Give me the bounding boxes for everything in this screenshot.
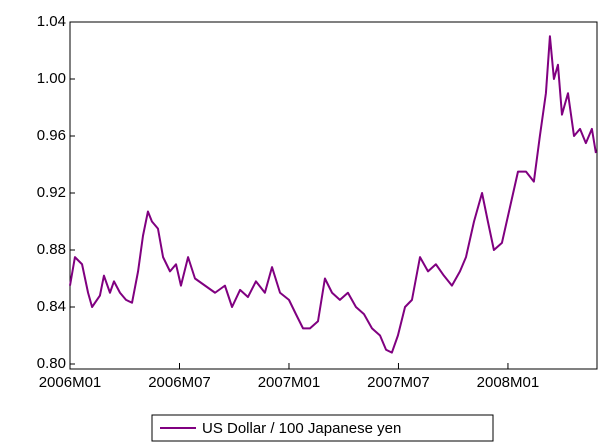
x-tick-label: 2007M07 (367, 374, 430, 391)
y-tick-label: 1.00 (37, 70, 66, 87)
y-tick-label: 1.04 (37, 13, 66, 30)
y-tick-label: 0.84 (37, 298, 66, 315)
legend-label: US Dollar / 100 Japanese yen (202, 420, 401, 437)
y-tick-label: 0.88 (37, 241, 66, 258)
x-tick-label: 2006M07 (148, 374, 211, 391)
y-tick-label: 0.96 (37, 127, 66, 144)
legend-box (151, 414, 494, 442)
x-tick-label: 2006M01 (39, 374, 102, 391)
plot-frame (69, 21, 598, 370)
y-tick-label: 0.80 (37, 355, 66, 372)
x-tick-label: 2008M01 (477, 374, 540, 391)
series-line (69, 35, 597, 354)
x-tick-label: 2007M01 (258, 374, 321, 391)
y-tick-label: 0.92 (37, 184, 66, 201)
